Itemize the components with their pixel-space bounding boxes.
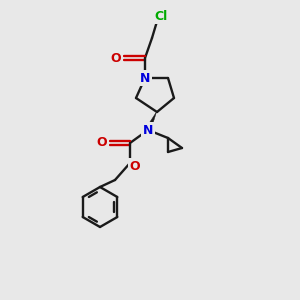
Text: N: N bbox=[140, 71, 150, 85]
Text: O: O bbox=[97, 136, 107, 149]
Text: Cl: Cl bbox=[154, 10, 168, 22]
Text: N: N bbox=[143, 124, 153, 136]
Text: O: O bbox=[111, 52, 121, 64]
Polygon shape bbox=[146, 112, 157, 131]
Text: O: O bbox=[130, 160, 140, 172]
